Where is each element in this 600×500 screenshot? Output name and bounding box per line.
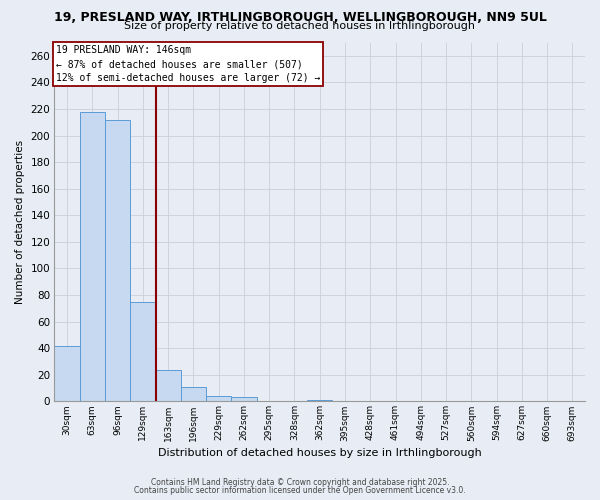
Text: 19 PRESLAND WAY: 146sqm
← 87% of detached houses are smaller (507)
12% of semi-d: 19 PRESLAND WAY: 146sqm ← 87% of detache…: [56, 45, 320, 83]
X-axis label: Distribution of detached houses by size in Irthlingborough: Distribution of detached houses by size …: [158, 448, 482, 458]
Text: Contains HM Land Registry data © Crown copyright and database right 2025.: Contains HM Land Registry data © Crown c…: [151, 478, 449, 487]
Bar: [181, 387, 206, 402]
Bar: [105, 120, 130, 402]
Bar: [55, 346, 80, 402]
Text: Contains public sector information licensed under the Open Government Licence v3: Contains public sector information licen…: [134, 486, 466, 495]
Text: Size of property relative to detached houses in Irthlingborough: Size of property relative to detached ho…: [125, 21, 476, 31]
Bar: [80, 112, 105, 402]
Text: 19, PRESLAND WAY, IRTHLINGBOROUGH, WELLINGBOROUGH, NN9 5UL: 19, PRESLAND WAY, IRTHLINGBOROUGH, WELLI…: [53, 11, 547, 24]
Bar: [155, 370, 181, 402]
Bar: [232, 398, 257, 402]
Bar: [307, 400, 332, 402]
Bar: [130, 302, 155, 402]
Bar: [206, 396, 232, 402]
Y-axis label: Number of detached properties: Number of detached properties: [15, 140, 25, 304]
